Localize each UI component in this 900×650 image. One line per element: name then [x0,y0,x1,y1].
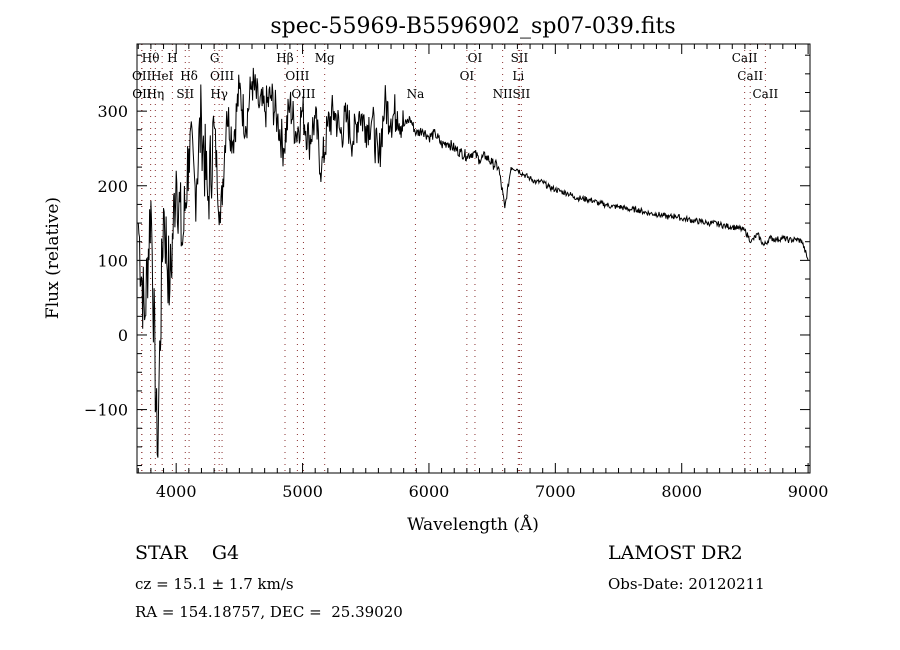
x-tick-label: 8000 [661,482,702,501]
line-marker-label: Na [407,87,425,101]
obs-date-text: Obs-Date: 20120211 [608,575,765,593]
axes: 4000 5000 6000 7000 8000 9000 −100 0 100 200 300 [84,44,828,501]
line-marker-label: HeI [151,69,174,83]
coordinates-text: RA = 154.18757, DEC = 25.39020 [135,603,403,621]
object-class-line: STAR G4 [135,542,239,564]
line-marker-label: SII [176,87,194,101]
line-marker-label: NII [493,87,513,101]
x-tick-label: 7000 [535,482,576,501]
x-tick-label: 6000 [409,482,450,501]
line-marker-label: CaII [732,51,758,65]
y-tick-label: 0 [118,326,128,345]
line-marker-label: Hη [146,87,164,101]
y-tick-label: 300 [97,102,128,121]
line-marker-label: CaII [737,69,763,83]
line-marker-label: OI [460,69,475,83]
line-marker-label: Hβ [276,51,293,65]
line-marker-label: SII [511,51,529,65]
spectrum-series [137,67,809,458]
line-marker-label: Hγ [210,87,228,101]
chart-title: spec-55969-B5596902_sp07-039.fits [270,14,675,39]
y-tick-label: −100 [84,401,128,420]
x-tick-label: 9000 [788,482,829,501]
line-marker-label: OI [468,51,483,65]
line-marker-label: OIII [291,87,315,101]
plot-frame [136,43,811,474]
line-marker-label: OIII [285,69,309,83]
line-marker-label: Hθ [142,51,160,65]
line-marker-label: G [210,51,220,65]
line-marker-label: CaII [752,87,778,101]
line-marker-label: Mg [315,51,335,65]
y-axis-label: Flux (relative) [43,197,63,319]
line-marker-label: OIII [210,69,234,83]
survey-label: LAMOST DR2 [608,542,743,564]
line-marker-label: Hδ [180,69,198,83]
subclass: G4 [211,542,240,564]
y-tick-label: 100 [97,251,128,270]
line-marker-label: Li [512,69,524,83]
line-marker-label: H [167,51,177,65]
object-class: STAR [135,542,188,564]
x-tick-label: 4000 [156,482,197,501]
y-tick-label: 200 [97,177,128,196]
x-tick-label: 5000 [282,482,323,501]
line-marker-label: SII [512,87,530,101]
x-axis-label: Wavelength (Å) [407,514,539,535]
spectrum-line [137,67,809,458]
redshift-text: cz = 15.1 ± 1.7 km/s [135,575,294,593]
